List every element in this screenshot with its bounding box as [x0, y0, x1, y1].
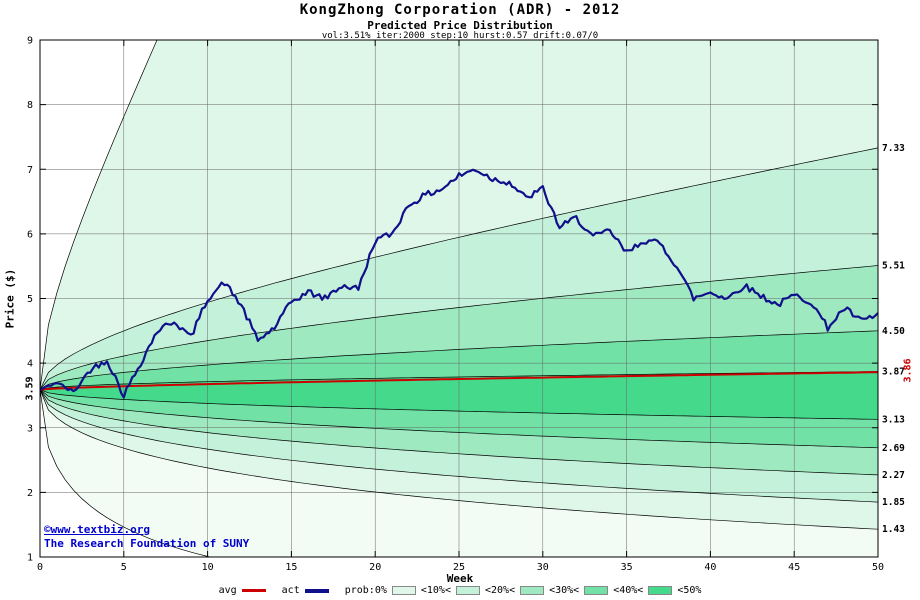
band-curve [40, 330, 878, 390]
legend-band40-label: <40%< [613, 585, 644, 596]
legend-band40-swatch [584, 586, 609, 595]
probability-band [40, 389, 878, 530]
copyright-link[interactable]: ©www.textbiz.org [44, 523, 150, 536]
probability-band [40, 389, 878, 503]
right-axis-label: 2.27 [882, 470, 905, 481]
chart-params: vol:3.51% iter:2000 step:10 hurst:0.57 d… [321, 31, 599, 41]
mean-price-label: 3.86 [902, 358, 914, 383]
legend-band50-swatch [648, 586, 673, 595]
y-tick-label: 4 [27, 359, 33, 370]
y-tick-label: 2 [27, 488, 33, 499]
right-axis-label: 3.13 [882, 414, 905, 425]
band-curve [40, 389, 878, 420]
x-tick-label: 15 [285, 562, 297, 573]
foundation-link[interactable]: The Research Foundation of SUNY [44, 537, 250, 550]
y-tick-label: 8 [27, 100, 33, 111]
band-curve [40, 371, 878, 390]
band-curve [40, 389, 878, 530]
copyright-block: ©www.textbiz.org The Research Foundation… [44, 523, 249, 551]
band-curve [40, 389, 878, 449]
probability-band [40, 389, 878, 475]
avg-line [40, 371, 878, 391]
right-axis-label: 4.50 [882, 326, 905, 337]
legend-band10-label: <10%< [420, 585, 451, 596]
x-tick-label: 25 [453, 562, 465, 573]
x-tick-label: 45 [788, 562, 800, 573]
right-axis-label: 5.51 [882, 261, 905, 272]
start-price-label: 3.59 [24, 376, 36, 401]
probability-band [40, 389, 878, 557]
legend-act-label: act [281, 585, 300, 596]
x-tick-label: 10 [202, 562, 214, 573]
x-tick-label: 50 [872, 562, 884, 573]
x-tick-label: 0 [37, 562, 43, 573]
legend-act-line-swatch [304, 588, 329, 593]
y-tick-label: 9 [27, 36, 33, 47]
plot-area [40, 40, 878, 557]
x-tick-label: 5 [121, 562, 127, 573]
act-line [40, 168, 878, 399]
legend-band10-swatch [391, 586, 416, 595]
x-tick-label: 35 [621, 562, 633, 573]
right-axis-label: 1.43 [882, 524, 905, 535]
y-tick-label: 1 [27, 553, 33, 564]
y-axis-label: Price ($) [3, 268, 17, 329]
y-tick-label: 3 [27, 423, 33, 434]
legend-band30-swatch [520, 586, 545, 595]
x-tick-label: 20 [369, 562, 381, 573]
band-curve [40, 389, 878, 476]
right-axis-label: 2.69 [882, 443, 905, 454]
band-curve [40, 389, 212, 557]
chart-title: KongZhong Corporation (ADR) - 2012 [299, 2, 621, 18]
chart-subtitle: Predicted Price Distribution [367, 19, 553, 32]
legend-band20-label: <20%< [484, 585, 516, 596]
chart-legend: avg act prob:0% <10%< <20%< <30%< <40%< … [0, 585, 920, 596]
legend-avg-label: avg [218, 585, 237, 596]
right-axis-label: 7.33 [882, 143, 905, 154]
legend-avg-line-swatch [241, 589, 266, 592]
right-axis-label: 1.85 [882, 497, 905, 508]
legend-band20-swatch [455, 586, 480, 595]
right-axis-label: 3.87 [882, 367, 905, 378]
legend-band50-label: <50% [677, 585, 702, 596]
y-tick-label: 5 [27, 294, 33, 305]
y-tick-label: 7 [27, 165, 33, 176]
band-curve [40, 389, 878, 503]
x-tick-label: 30 [537, 562, 549, 573]
legend-prob-label: prob:0% [344, 585, 387, 596]
y-tick-label: 6 [27, 229, 33, 240]
band-curve [40, 147, 878, 390]
x-axis-label: Week [446, 572, 474, 585]
x-tick-label: 40 [704, 562, 716, 573]
band-curve [40, 265, 878, 390]
legend-band30-label: <30%< [549, 585, 580, 596]
